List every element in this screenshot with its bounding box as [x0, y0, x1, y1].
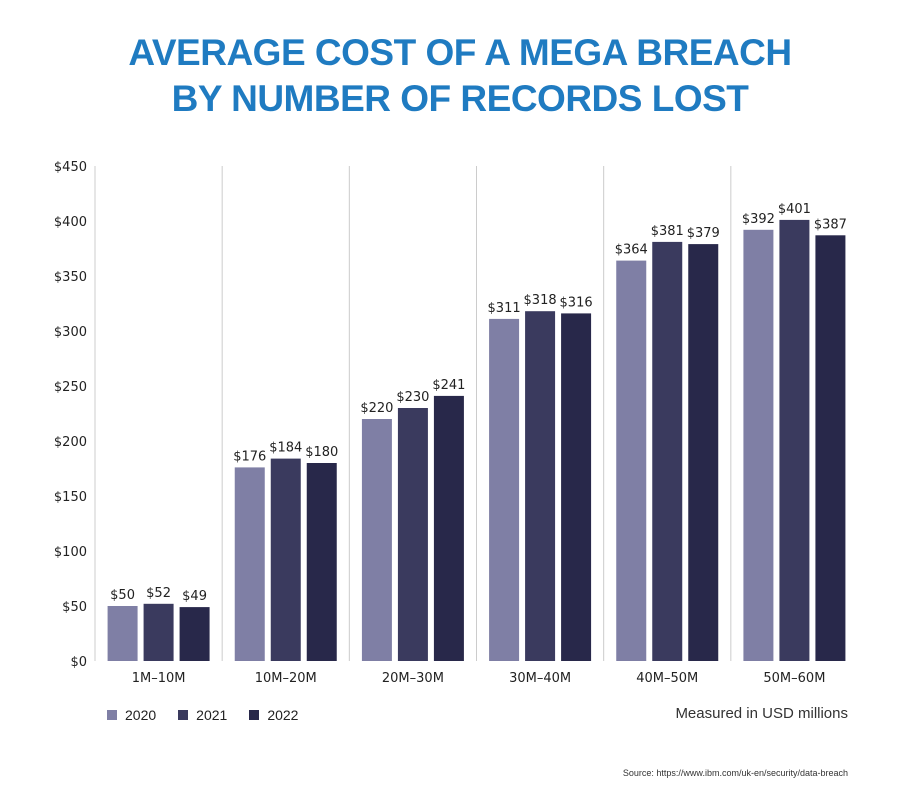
- chart-title-line-1: AVERAGE COST OF A MEGA BREACH: [128, 32, 792, 73]
- y-tick-label: $50: [62, 600, 87, 615]
- bar-value-label: $316: [560, 295, 593, 310]
- y-tick-label: $400: [54, 215, 87, 230]
- y-tick-label: $350: [54, 270, 87, 285]
- bar-value-label: $392: [742, 212, 775, 227]
- bar: [561, 313, 592, 661]
- legend-item-2021: 2021: [178, 707, 227, 723]
- bar-value-label: $364: [615, 243, 648, 258]
- bar: [270, 458, 301, 661]
- x-tick-label: 10M–20M: [255, 671, 317, 686]
- bar: [143, 603, 174, 661]
- legend-swatch-2022: [249, 710, 260, 720]
- legend: 2020 2021 2022: [107, 707, 320, 723]
- bar: [688, 244, 719, 661]
- units-note: Measured in USD millions: [675, 705, 848, 722]
- x-tick-label: 40M–50M: [636, 671, 698, 686]
- x-tick-label: 50M–60M: [763, 671, 825, 686]
- legend-swatch-2021: [178, 710, 189, 720]
- y-tick-label: $150: [54, 490, 87, 505]
- x-tick-label: 20M–30M: [382, 671, 444, 686]
- x-tick-label: 30M–40M: [509, 671, 571, 686]
- bar: [361, 419, 392, 661]
- source-note: Source: https://www.ibm.com/uk-en/securi…: [622, 768, 848, 778]
- chart-title-line-2: BY NUMBER OF RECORDS LOST: [171, 78, 749, 119]
- bar-value-label: $176: [233, 449, 266, 464]
- bar: [779, 219, 810, 661]
- legend-label-2022: 2022: [267, 707, 299, 723]
- y-tick-label: $300: [54, 325, 87, 340]
- bar-value-label: $220: [360, 401, 393, 416]
- y-tick-label: $250: [54, 380, 87, 395]
- bar: [525, 311, 556, 661]
- bar: [179, 607, 210, 661]
- bar: [616, 260, 647, 661]
- legend-label-2020: 2020: [125, 707, 157, 723]
- y-tick-label: $100: [54, 545, 87, 560]
- y-tick-label: $200: [54, 435, 87, 450]
- y-tick-label: $450: [54, 160, 87, 175]
- bar: [107, 606, 138, 661]
- bar-value-label: $180: [305, 445, 338, 460]
- bar-value-label: $387: [814, 217, 847, 232]
- chart-title: AVERAGE COST OF A MEGA BREACH BY NUMBER …: [0, 30, 920, 122]
- legend-item-2022: 2022: [249, 707, 298, 723]
- bar-value-label: $52: [146, 586, 171, 601]
- bar-value-label: $311: [488, 301, 521, 316]
- bar-value-label: $241: [432, 378, 465, 393]
- bar-value-label: $49: [182, 589, 207, 604]
- bar-value-label: $401: [778, 202, 811, 217]
- bar: [306, 463, 337, 661]
- bar: [433, 395, 464, 661]
- bar-value-label: $230: [396, 390, 429, 405]
- bar-value-label: $50: [110, 588, 135, 603]
- legend-item-2020: 2020: [107, 707, 156, 723]
- bar: [489, 318, 520, 661]
- bar: [234, 467, 265, 661]
- legend-swatch-2020: [107, 710, 117, 720]
- y-tick-label: $0: [70, 655, 87, 670]
- legend-label-2021: 2021: [196, 707, 228, 723]
- bar: [743, 229, 774, 662]
- bar-value-label: $184: [269, 441, 302, 456]
- x-tick-label: 1M–10M: [132, 671, 186, 686]
- bar: [652, 241, 683, 661]
- bar: [397, 408, 428, 661]
- bar-value-label: $381: [651, 224, 684, 239]
- bar-value-label: $318: [524, 293, 557, 308]
- bar: [815, 235, 846, 662]
- bar-value-label: $379: [687, 226, 720, 241]
